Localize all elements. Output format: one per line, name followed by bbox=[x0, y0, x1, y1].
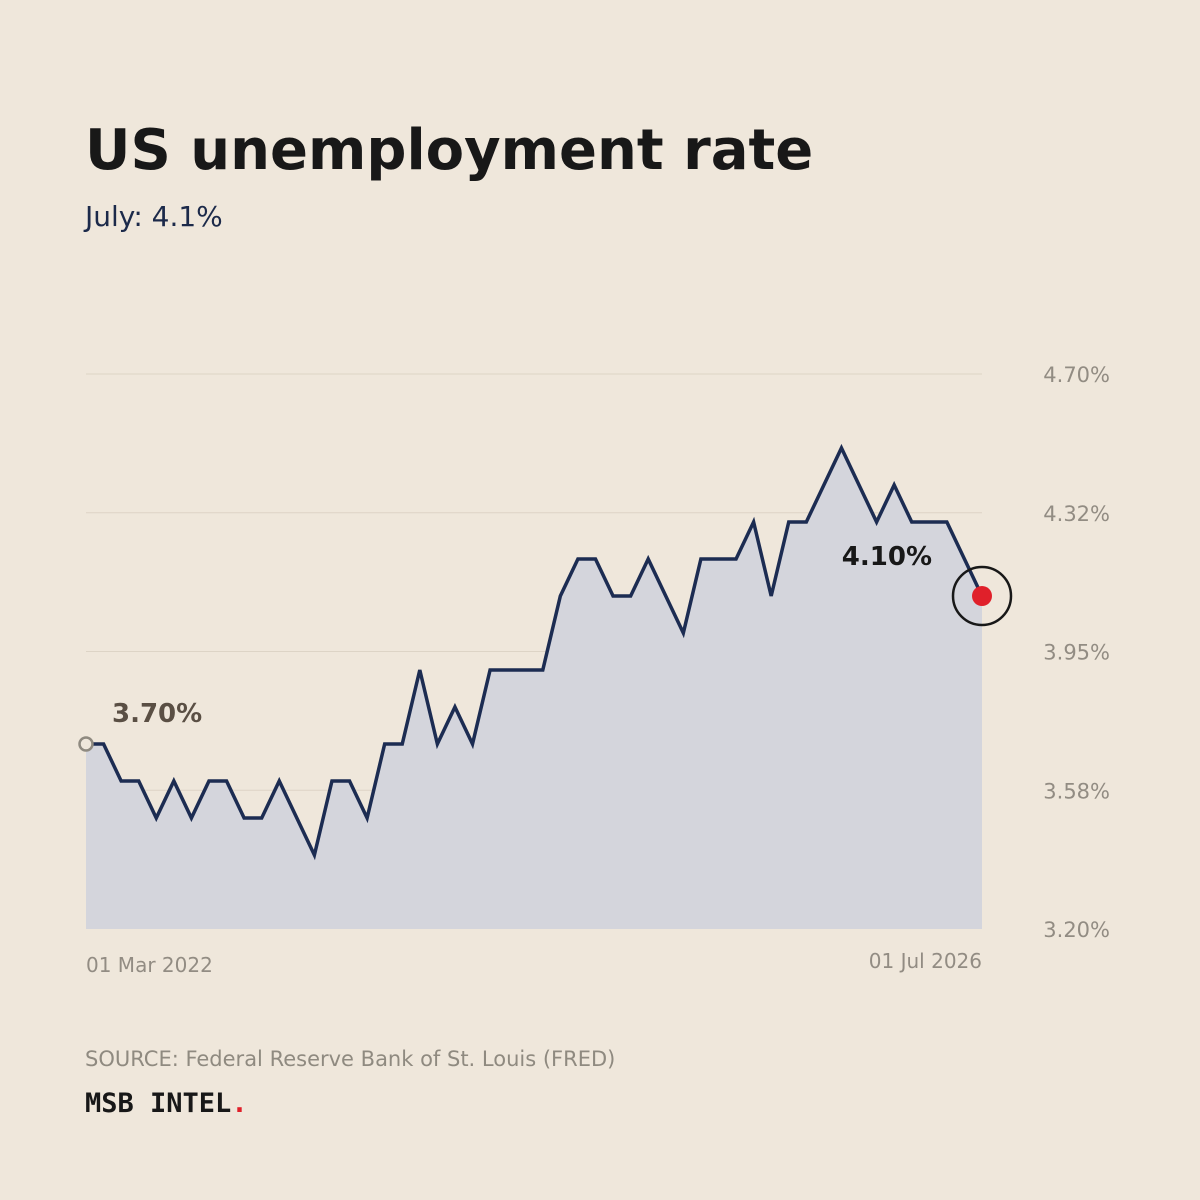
brand-dot: . bbox=[231, 1088, 248, 1119]
brand-logo: MSB INTEL. bbox=[85, 1088, 248, 1119]
y-tick-label: 4.70% bbox=[1043, 363, 1110, 387]
x-axis-ticks: 01 Mar 2022 01 Jul 2026 bbox=[86, 949, 982, 977]
start-value-label: 3.70% bbox=[112, 699, 202, 729]
y-tick-label: 3.58% bbox=[1043, 779, 1110, 803]
brand-name: MSB INTEL bbox=[85, 1088, 232, 1119]
y-tick-label: 3.20% bbox=[1043, 918, 1110, 942]
y-tick-label: 4.32% bbox=[1043, 502, 1110, 526]
chart-title: US unemployment rate bbox=[85, 118, 814, 183]
end-point-marker bbox=[972, 586, 992, 606]
y-tick-label: 3.95% bbox=[1043, 641, 1110, 665]
x-tick-label-start: 01 Mar 2022 bbox=[86, 953, 213, 977]
end-point-ring bbox=[951, 565, 1013, 627]
annotations: 3.70% 4.10% bbox=[78, 542, 1013, 752]
y-axis-ticks: 4.70% 4.32% 3.95% 3.58% 3.20% bbox=[1043, 363, 1110, 942]
chart-subtitle: July: 4.1% bbox=[85, 200, 223, 233]
series-area bbox=[86, 448, 982, 929]
end-value-label: 4.10% bbox=[842, 542, 932, 572]
source-note: SOURCE: Federal Reserve Bank of St. Loui… bbox=[85, 1047, 616, 1071]
x-tick-label-end: 01 Jul 2026 bbox=[869, 949, 982, 973]
start-point-marker bbox=[78, 736, 94, 752]
series-line bbox=[86, 443, 984, 861]
